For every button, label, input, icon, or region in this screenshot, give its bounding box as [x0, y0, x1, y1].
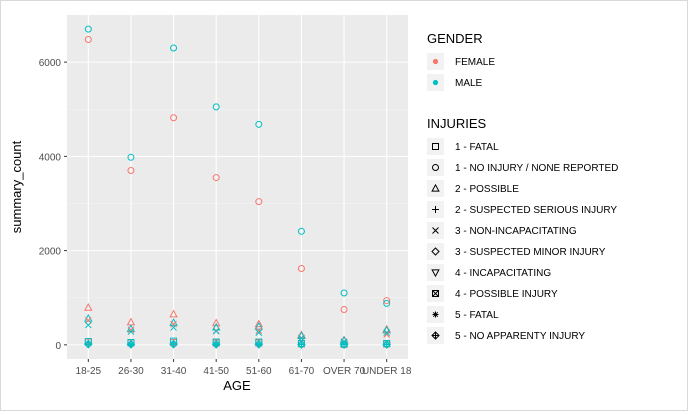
data-point [84, 317, 92, 324]
x-tick-label: 31-40 [161, 366, 187, 377]
legend-label: 4 - POSSIBLE INJURY [455, 289, 558, 300]
data-point [339, 340, 349, 349]
legend-symbol [432, 143, 439, 150]
legend-label: MALE [455, 78, 483, 89]
legend-symbol [431, 247, 440, 256]
data-point [254, 319, 264, 328]
data-point [84, 340, 93, 349]
data-point [170, 114, 178, 122]
data-point [297, 340, 306, 349]
data-point [255, 329, 263, 336]
data-point [255, 198, 263, 206]
legend-label: 3 - NON-INCAPACITATING [455, 226, 577, 237]
legend-symbol [431, 331, 440, 340]
data-point [84, 321, 92, 329]
x-tick-label: 51-60 [246, 366, 272, 377]
data-point [127, 167, 135, 175]
y-tick-label: 6000 [39, 58, 62, 69]
data-point [383, 331, 391, 338]
legend-label: 5 - NO APPARENTY INJURY [455, 331, 585, 342]
legend-key [427, 159, 444, 176]
x-tick-label: 41-50 [203, 366, 229, 377]
data-point [211, 340, 221, 349]
data-point [254, 321, 264, 330]
y-tick-label: 0 [55, 341, 61, 352]
legend-label: 1 - NO INJURY / NONE REPORTED [455, 163, 618, 174]
legend-symbol [432, 311, 439, 318]
data-point [211, 318, 221, 327]
data-point [170, 324, 177, 331]
legend-key [427, 264, 444, 281]
data-point [84, 36, 92, 44]
legend-key [427, 138, 444, 155]
legend-title: INJURIES [427, 116, 487, 131]
legend-label: FEMALE [455, 57, 495, 68]
data-point [126, 340, 136, 349]
data-point [383, 299, 391, 307]
y-tick-label: 2000 [39, 247, 62, 258]
legend-symbol [432, 164, 439, 171]
y-tick-label: 4000 [39, 152, 62, 163]
x-axis: 18-25 26-30 31-40 41-50 51-60 61-70 OVER 70UND… [76, 359, 412, 377]
data-point [383, 297, 391, 305]
legend-symbol [432, 290, 439, 297]
x-tick-label: 61-70 [289, 366, 315, 377]
x-tick-label: OVER 70 [323, 366, 366, 377]
x-axis-label: AGE [223, 378, 251, 393]
data-point [340, 306, 348, 314]
legend-symbol [432, 79, 439, 86]
grid-lines [67, 15, 408, 359]
data-point [254, 340, 264, 349]
data-point [340, 289, 348, 297]
legend-label: 4 - INCAPACITATING [455, 268, 551, 279]
data-point [169, 309, 178, 318]
legend-label: 2 - POSSIBLE [455, 184, 519, 195]
legend-title: GENDER [427, 31, 483, 46]
data-point [212, 327, 220, 335]
legend-symbol [432, 227, 439, 234]
legend-symbol [432, 58, 439, 65]
data-point [127, 328, 135, 336]
legend: GENDER FEMALE MALE INJURIES 1 - FATAL 1 - NO … [427, 31, 618, 344]
y-axis: 0 2000 4000 6000 [39, 58, 67, 352]
legend-symbol [431, 183, 440, 192]
data-point [212, 174, 220, 182]
data-point [127, 326, 135, 334]
legend-key [427, 243, 444, 260]
data-point [170, 44, 178, 52]
data-point [84, 302, 93, 311]
data-point [382, 340, 391, 349]
x-tick-label: 18-25 [76, 366, 102, 377]
legend-label: 2 - SUSPECTED SERIOUS INJURY [455, 205, 617, 216]
x-tick-label: UNDER 18 [362, 366, 412, 377]
data-point [84, 25, 92, 33]
plot-panel [67, 15, 408, 359]
data-point [255, 327, 263, 335]
legend-label: 3 - SUSPECTED MINOR INJURY [455, 247, 606, 258]
data-point [212, 103, 220, 111]
legend-symbol [432, 206, 439, 213]
data-point [383, 329, 391, 336]
legend-label: 1 - FATAL [455, 142, 499, 153]
x-tick-label: 26-30 [118, 366, 144, 377]
legend-key [427, 180, 444, 197]
data-points [84, 25, 391, 349]
data-point [255, 120, 263, 128]
data-point [297, 265, 305, 273]
legend-symbol [431, 269, 440, 278]
legend-label: 5 - FATAL [455, 310, 499, 321]
data-point [169, 340, 178, 349]
data-point [297, 227, 305, 235]
y-axis-label: summary_count [9, 140, 24, 233]
data-point [127, 153, 135, 161]
